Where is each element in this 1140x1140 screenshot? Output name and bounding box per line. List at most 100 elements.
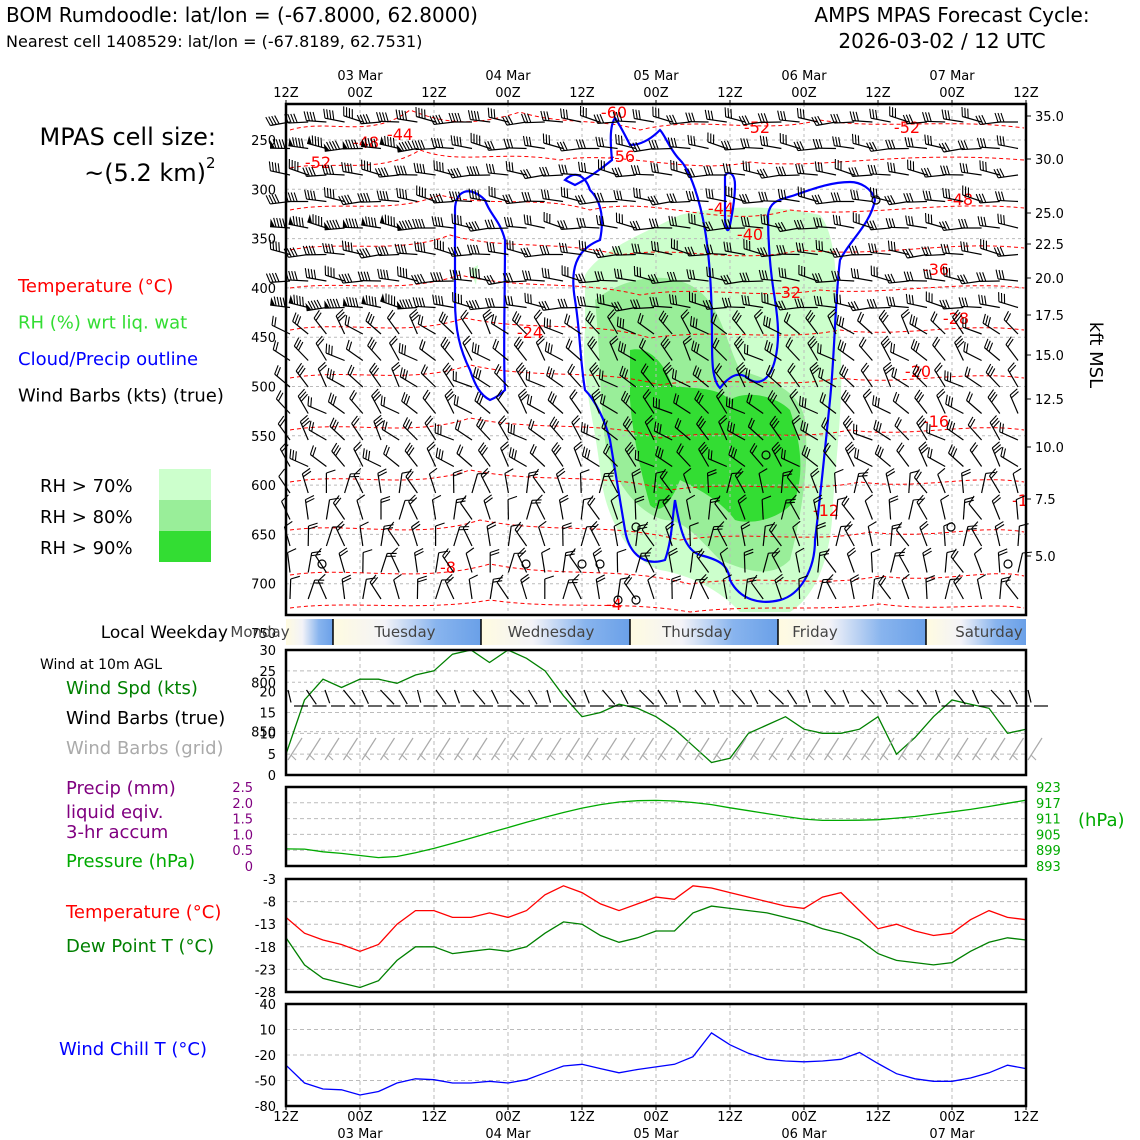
wind-barb-feather: [964, 218, 969, 229]
wind-barb-feather: [332, 298, 338, 308]
wind-barb: [380, 689, 395, 705]
wind-barb: [541, 552, 546, 573]
wind-barb-feather: [618, 111, 623, 122]
wind-barb: [692, 373, 709, 388]
wind-barb-feather: [329, 417, 335, 427]
wind-barb: [600, 402, 618, 415]
wind-barb-feather: [292, 450, 295, 460]
wind-barb-feather: [356, 494, 366, 501]
wind-barb: [998, 174, 1019, 179]
wind-barb-feather: [790, 391, 799, 400]
wind-barb-feather: [633, 299, 638, 309]
wind-barb-feather: [669, 114, 674, 125]
wind-barb-feather: [328, 344, 330, 355]
wind-barb-feather: [275, 241, 278, 251]
wind-barb-feather: [554, 447, 562, 456]
wind-barb-feather: [475, 244, 480, 255]
wind-barb-feather: [438, 449, 441, 459]
wind-barb-feather: [966, 368, 971, 378]
wind-barb: [653, 473, 657, 494]
wind-barb: [399, 376, 418, 388]
wind-barb-flag: [305, 302, 312, 311]
wind-barb-feather: [1005, 336, 1012, 345]
wind-barb-feather: [1000, 112, 1005, 123]
cell-size-value: ~(5.2 km): [84, 159, 206, 187]
wind-barb: [682, 341, 691, 361]
wind-barb-feather: [938, 221, 945, 231]
wind-barb-feather: [740, 216, 744, 227]
wind-barb: [324, 251, 345, 256]
wind-barb-feather: [561, 243, 565, 253]
wind-barb-feather: [703, 165, 708, 176]
wind-barb: [369, 581, 382, 600]
wind-barb-feather: [367, 450, 371, 461]
wind-barb-feather: [560, 186, 563, 197]
wind-barb: [689, 552, 694, 573]
wind-barb-feather: [772, 420, 780, 429]
wind-barb-feather: [965, 343, 969, 353]
wind-barb-feather: [688, 190, 693, 201]
wind-barb-feather: [453, 135, 456, 146]
wind-barb-feather: [364, 137, 368, 148]
wind-chill-line: [285, 1032, 1027, 1096]
wind-barb: [943, 118, 964, 123]
temperature-isotherm: [289, 149, 1025, 169]
wind-barb-feather: [384, 112, 389, 122]
wind-barb-feather: [640, 363, 647, 372]
wind-barb-feather: [385, 446, 390, 456]
wind-barb-feather: [341, 273, 347, 284]
wind-barb-feather: [741, 524, 751, 530]
wind-barb-feather: [596, 114, 602, 124]
wind-barb-feather: [724, 219, 729, 229]
wind-barb-feather: [953, 574, 961, 582]
wind-barb-feather: [490, 140, 495, 150]
wind-barb-feather: [730, 447, 735, 457]
wind-barb-feather: [329, 298, 335, 309]
wind-barb-feather: [862, 365, 870, 374]
wind-barb-feather: [909, 271, 914, 281]
wind-barb-feather: [406, 444, 413, 454]
wind-barb-feather: [821, 241, 824, 251]
wind-barb-feather: [581, 139, 586, 149]
wind-barb-feather: [834, 270, 838, 281]
wind-barb-feather: [819, 392, 824, 402]
wind-barb: [714, 370, 728, 388]
wind-barb-feather: [526, 394, 530, 404]
wind-barb: [393, 579, 400, 600]
temperature-contour-label: -28: [943, 309, 969, 328]
wind-barb: [460, 502, 473, 520]
precip-tick-label: 0.5: [232, 844, 253, 859]
wind-barb-feather: [375, 246, 380, 256]
wind-barb-feather: [821, 394, 826, 404]
wind-barb-feather: [761, 270, 765, 280]
wind-barb-feather: [562, 525, 572, 530]
wind-barb: [907, 253, 928, 259]
wind-barb-feather: [652, 296, 656, 307]
wind-barb: [870, 173, 891, 176]
wind-barb-feather: [487, 141, 492, 151]
wind-barb-feather: [989, 415, 997, 423]
wind-barb-feather: [482, 308, 491, 316]
wind-barb-feather: [944, 142, 951, 152]
grid-wind-barb: [786, 737, 803, 761]
wind-barb-feather: [789, 494, 797, 503]
wind-barb-feather: [823, 419, 829, 429]
wind-barb-feather: [523, 214, 526, 224]
wind-barb-feather: [331, 243, 335, 254]
grid-wind-barb: [805, 737, 821, 761]
wind-barb-feather: [566, 315, 571, 325]
wind-barb: [641, 529, 655, 547]
wind-barb-feather: [510, 423, 513, 434]
wind-barb-feather: [407, 471, 414, 480]
wind-barb-feather: [551, 369, 555, 380]
wind-barb-feather: [810, 467, 819, 475]
wind-barb-feather: [489, 242, 493, 252]
wind-barb: [634, 147, 655, 153]
wind-barb-feather: [592, 248, 599, 258]
wind-barb-feather: [444, 388, 453, 396]
wind-barb-feather: [866, 220, 872, 230]
wind-barb-feather: [706, 165, 711, 176]
wind-barb-feather: [327, 392, 332, 402]
wind-barb: [488, 227, 509, 230]
wind-barb-feather: [484, 141, 489, 151]
